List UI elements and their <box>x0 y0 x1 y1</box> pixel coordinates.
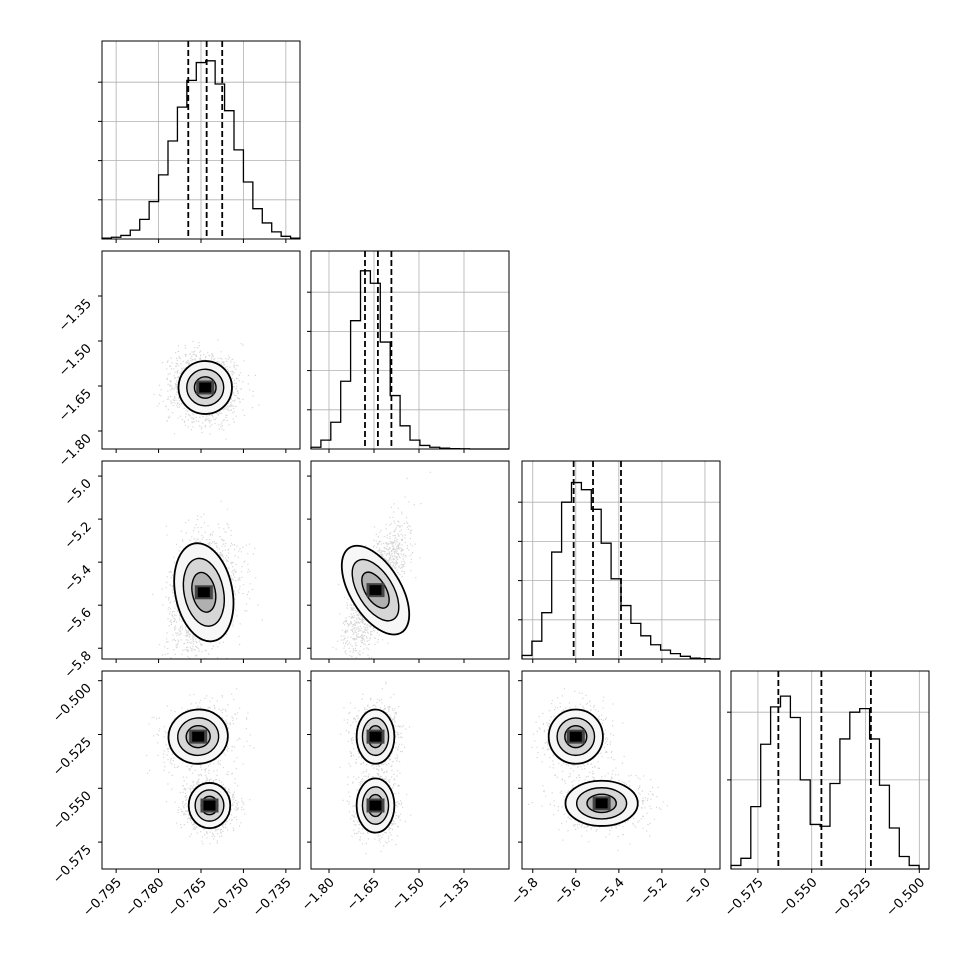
scatter-panel-r3-c0 <box>98 670 301 873</box>
x-tick-label: −1.35 <box>434 875 473 914</box>
y-tick-label: −1.80 <box>56 431 95 470</box>
density-peak-cell <box>569 731 582 742</box>
y-tick-label: −5.8 <box>62 648 95 681</box>
x-tick-label: −5.2 <box>638 875 671 908</box>
scatter-panel-r2-c1 <box>307 460 510 663</box>
x-tick-label: −0.765 <box>165 875 210 920</box>
hist-panel-4 <box>727 670 930 873</box>
x-tick-label: −0.750 <box>208 875 253 920</box>
density-peak-cell <box>203 800 216 811</box>
y-tick-label: −0.525 <box>50 735 95 780</box>
scatter-panel-r1-c0 <box>98 250 301 453</box>
scatter-points <box>528 688 668 852</box>
x-tick-label: −0.525 <box>830 875 875 920</box>
hist-frame <box>310 250 510 450</box>
hist-step-line <box>730 695 929 870</box>
x-tick-label: −5.4 <box>595 875 628 908</box>
density-peak-cell <box>369 731 382 742</box>
hist-step-line <box>310 270 509 450</box>
density-peak-cell <box>369 800 382 811</box>
scatter-inner <box>153 339 260 440</box>
scatter-inner <box>332 471 431 659</box>
y-tick-label: −0.550 <box>50 789 95 834</box>
x-tick-label: −5.8 <box>509 875 542 908</box>
x-tick-label: −0.735 <box>250 875 295 920</box>
scatter-panel-r2-c0 <box>98 460 301 663</box>
x-tick-label: −0.500 <box>884 875 929 920</box>
density-peak-cell <box>369 585 382 596</box>
hist-frame <box>521 460 721 660</box>
x-tick-label: −1.80 <box>299 875 338 914</box>
scatter-panel-r3-c1 <box>307 670 510 873</box>
scatter-frame <box>310 670 510 870</box>
hist-panel-2 <box>307 250 510 453</box>
scatter-inner <box>152 500 263 659</box>
x-tick-label: −0.795 <box>80 875 125 920</box>
y-tick-label: −5.4 <box>62 562 95 595</box>
y-tick-label: −5.2 <box>62 519 95 552</box>
density-peak-cell <box>199 382 212 393</box>
y-tick-label: −5.6 <box>62 605 95 638</box>
x-tick-label: −0.575 <box>722 875 767 920</box>
y-tick-label: −1.65 <box>56 386 95 425</box>
x-tick-label: −5.6 <box>552 875 585 908</box>
hist-step-line <box>101 60 301 239</box>
scatter-inner <box>339 681 412 855</box>
x-tick-label: −0.550 <box>776 875 821 920</box>
density-peak-cell <box>192 731 205 742</box>
density-peak-cell <box>197 587 210 598</box>
hist-panel-1 <box>98 40 301 243</box>
scatter-frame <box>310 460 510 660</box>
density-peak-cell <box>595 798 608 809</box>
y-tick-label: −0.500 <box>50 681 95 726</box>
scatter-inner <box>146 688 255 845</box>
y-tick-label: −5.0 <box>62 476 95 509</box>
x-tick-label: −1.65 <box>344 875 383 914</box>
x-tick-label: −1.50 <box>389 875 428 914</box>
x-tick-label: −5.0 <box>681 875 714 908</box>
hist-frame <box>730 670 930 870</box>
scatter-frame <box>101 250 301 450</box>
y-tick-label: −1.50 <box>56 341 95 380</box>
y-tick-label: −1.35 <box>56 296 95 335</box>
x-tick-label: −0.780 <box>123 875 168 920</box>
scatter-panel-r3-c2 <box>518 670 721 873</box>
scatter-frame <box>521 670 721 870</box>
y-tick-label: −0.575 <box>50 842 95 887</box>
scatter-inner <box>528 688 668 852</box>
hist-panel-3 <box>518 460 721 663</box>
